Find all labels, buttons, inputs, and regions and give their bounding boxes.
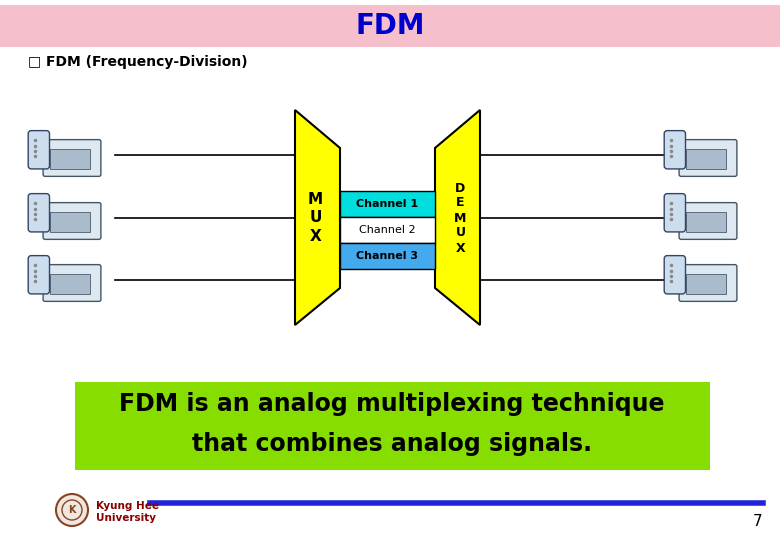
Text: Channel 3: Channel 3 [356, 251, 419, 261]
FancyBboxPatch shape [679, 140, 737, 177]
FancyBboxPatch shape [665, 131, 686, 169]
Circle shape [56, 494, 88, 526]
FancyBboxPatch shape [43, 202, 101, 239]
FancyBboxPatch shape [50, 274, 90, 294]
Text: University: University [96, 513, 156, 523]
FancyBboxPatch shape [665, 194, 686, 232]
FancyBboxPatch shape [340, 217, 435, 243]
FancyBboxPatch shape [28, 255, 49, 294]
FancyBboxPatch shape [686, 274, 726, 294]
FancyBboxPatch shape [340, 191, 435, 217]
FancyBboxPatch shape [43, 265, 101, 301]
FancyBboxPatch shape [28, 194, 49, 232]
Text: M
U
X: M U X [308, 192, 323, 244]
FancyBboxPatch shape [679, 202, 737, 239]
Text: K: K [69, 505, 76, 515]
FancyBboxPatch shape [28, 131, 49, 169]
FancyBboxPatch shape [0, 5, 780, 47]
FancyBboxPatch shape [50, 212, 90, 232]
Text: 7: 7 [753, 515, 762, 530]
Text: that combines analog signals.: that combines analog signals. [192, 432, 592, 456]
Text: D
E
M
U
X: D E M U X [454, 181, 466, 254]
Text: Channel 1: Channel 1 [356, 199, 419, 209]
FancyBboxPatch shape [686, 212, 726, 232]
FancyBboxPatch shape [50, 148, 90, 170]
FancyBboxPatch shape [340, 243, 435, 269]
Polygon shape [435, 110, 480, 325]
Text: Channel 2: Channel 2 [359, 225, 416, 235]
Polygon shape [295, 110, 340, 325]
Text: □ FDM (Frequency-Division): □ FDM (Frequency-Division) [28, 55, 247, 69]
Text: FDM: FDM [355, 12, 425, 40]
FancyBboxPatch shape [686, 148, 726, 170]
Text: FDM is an analog multiplexing technique: FDM is an analog multiplexing technique [119, 392, 665, 416]
FancyBboxPatch shape [75, 382, 710, 470]
FancyBboxPatch shape [679, 265, 737, 301]
FancyBboxPatch shape [43, 140, 101, 177]
Text: Kyung Hee: Kyung Hee [96, 501, 159, 511]
FancyBboxPatch shape [665, 255, 686, 294]
